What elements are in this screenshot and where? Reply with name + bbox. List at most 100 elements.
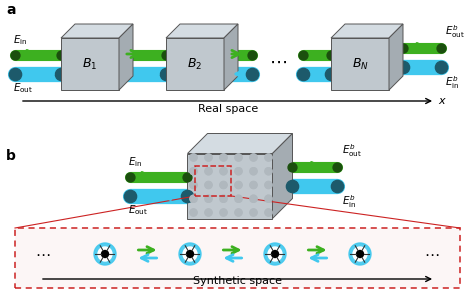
Circle shape [250, 168, 257, 175]
Text: $\cdots$: $\cdots$ [35, 247, 51, 261]
Circle shape [220, 168, 227, 175]
Circle shape [205, 209, 212, 216]
Bar [15, 228, 460, 288]
Circle shape [190, 195, 197, 202]
Polygon shape [273, 133, 292, 218]
Circle shape [235, 154, 242, 161]
Circle shape [220, 209, 227, 216]
Circle shape [250, 209, 257, 216]
Text: $\cdots$: $\cdots$ [268, 53, 286, 71]
Circle shape [205, 154, 212, 161]
Text: a: a [6, 3, 16, 17]
Circle shape [272, 250, 279, 258]
Circle shape [250, 181, 257, 189]
Circle shape [265, 209, 272, 216]
Text: $E_{\rm out}^b$: $E_{\rm out}^b$ [343, 142, 363, 159]
Circle shape [190, 181, 197, 189]
Text: $E_{\rm in}$: $E_{\rm in}$ [128, 155, 143, 169]
Circle shape [250, 209, 257, 216]
Polygon shape [166, 38, 224, 90]
Circle shape [205, 168, 212, 175]
Circle shape [265, 168, 272, 175]
Circle shape [186, 250, 193, 258]
Circle shape [190, 209, 197, 216]
Circle shape [190, 168, 197, 175]
Polygon shape [119, 24, 133, 90]
Polygon shape [389, 24, 403, 90]
Circle shape [183, 247, 197, 261]
Circle shape [101, 250, 109, 258]
Text: $E_{\rm out}$: $E_{\rm out}$ [128, 203, 148, 217]
Polygon shape [166, 24, 238, 38]
Circle shape [179, 243, 201, 265]
Circle shape [265, 168, 272, 175]
Polygon shape [61, 24, 133, 38]
Circle shape [250, 154, 257, 161]
Circle shape [353, 247, 367, 261]
Circle shape [98, 247, 112, 261]
Circle shape [220, 154, 227, 161]
Circle shape [268, 247, 282, 261]
Circle shape [190, 154, 197, 161]
Bar [195, 166, 231, 196]
Text: b: b [6, 149, 16, 163]
Circle shape [220, 168, 227, 175]
Circle shape [235, 195, 242, 202]
Circle shape [205, 154, 212, 161]
Text: $E_{\rm in}^b$: $E_{\rm in}^b$ [343, 193, 357, 210]
Circle shape [235, 209, 242, 216]
Circle shape [235, 181, 242, 189]
Circle shape [250, 195, 257, 202]
Text: $B_N$: $B_N$ [352, 57, 368, 72]
Circle shape [250, 168, 257, 175]
Polygon shape [188, 133, 292, 154]
Circle shape [220, 181, 227, 189]
Circle shape [265, 181, 272, 189]
Text: $B_2$: $B_2$ [187, 57, 202, 72]
Polygon shape [61, 38, 119, 90]
Circle shape [205, 195, 212, 202]
Circle shape [250, 181, 257, 189]
Circle shape [356, 250, 364, 258]
Circle shape [190, 181, 197, 189]
Circle shape [94, 243, 116, 265]
Text: $E_{\rm out}^b$: $E_{\rm out}^b$ [445, 23, 465, 40]
Circle shape [220, 195, 227, 202]
Circle shape [265, 209, 272, 216]
Text: $E_{\rm in}$: $E_{\rm in}$ [13, 33, 27, 47]
Polygon shape [188, 154, 273, 218]
Text: Synthetic space: Synthetic space [193, 276, 282, 286]
Circle shape [265, 195, 272, 202]
Circle shape [235, 168, 242, 175]
Text: $x$: $x$ [438, 96, 447, 106]
Text: $E_{\rm in}^b$: $E_{\rm in}^b$ [445, 74, 459, 91]
Polygon shape [224, 24, 238, 90]
Text: $E_{\rm out}$: $E_{\rm out}$ [13, 81, 33, 95]
Polygon shape [331, 24, 403, 38]
Text: $B_1$: $B_1$ [82, 57, 98, 72]
Circle shape [265, 154, 272, 161]
Circle shape [235, 195, 242, 202]
Circle shape [235, 154, 242, 161]
Circle shape [205, 195, 212, 202]
Circle shape [349, 243, 371, 265]
Circle shape [190, 154, 197, 161]
Circle shape [220, 154, 227, 161]
Circle shape [190, 168, 197, 175]
Circle shape [190, 195, 197, 202]
Polygon shape [331, 38, 389, 90]
Circle shape [205, 209, 212, 216]
Text: Real space: Real space [198, 104, 258, 114]
Circle shape [220, 209, 227, 216]
Circle shape [235, 181, 242, 189]
Circle shape [264, 243, 286, 265]
Circle shape [190, 209, 197, 216]
Circle shape [220, 195, 227, 202]
Circle shape [205, 181, 212, 189]
Circle shape [250, 195, 257, 202]
Text: $\cdots$: $\cdots$ [424, 247, 440, 261]
Circle shape [205, 168, 212, 175]
Circle shape [220, 181, 227, 189]
Circle shape [265, 195, 272, 202]
Circle shape [235, 209, 242, 216]
